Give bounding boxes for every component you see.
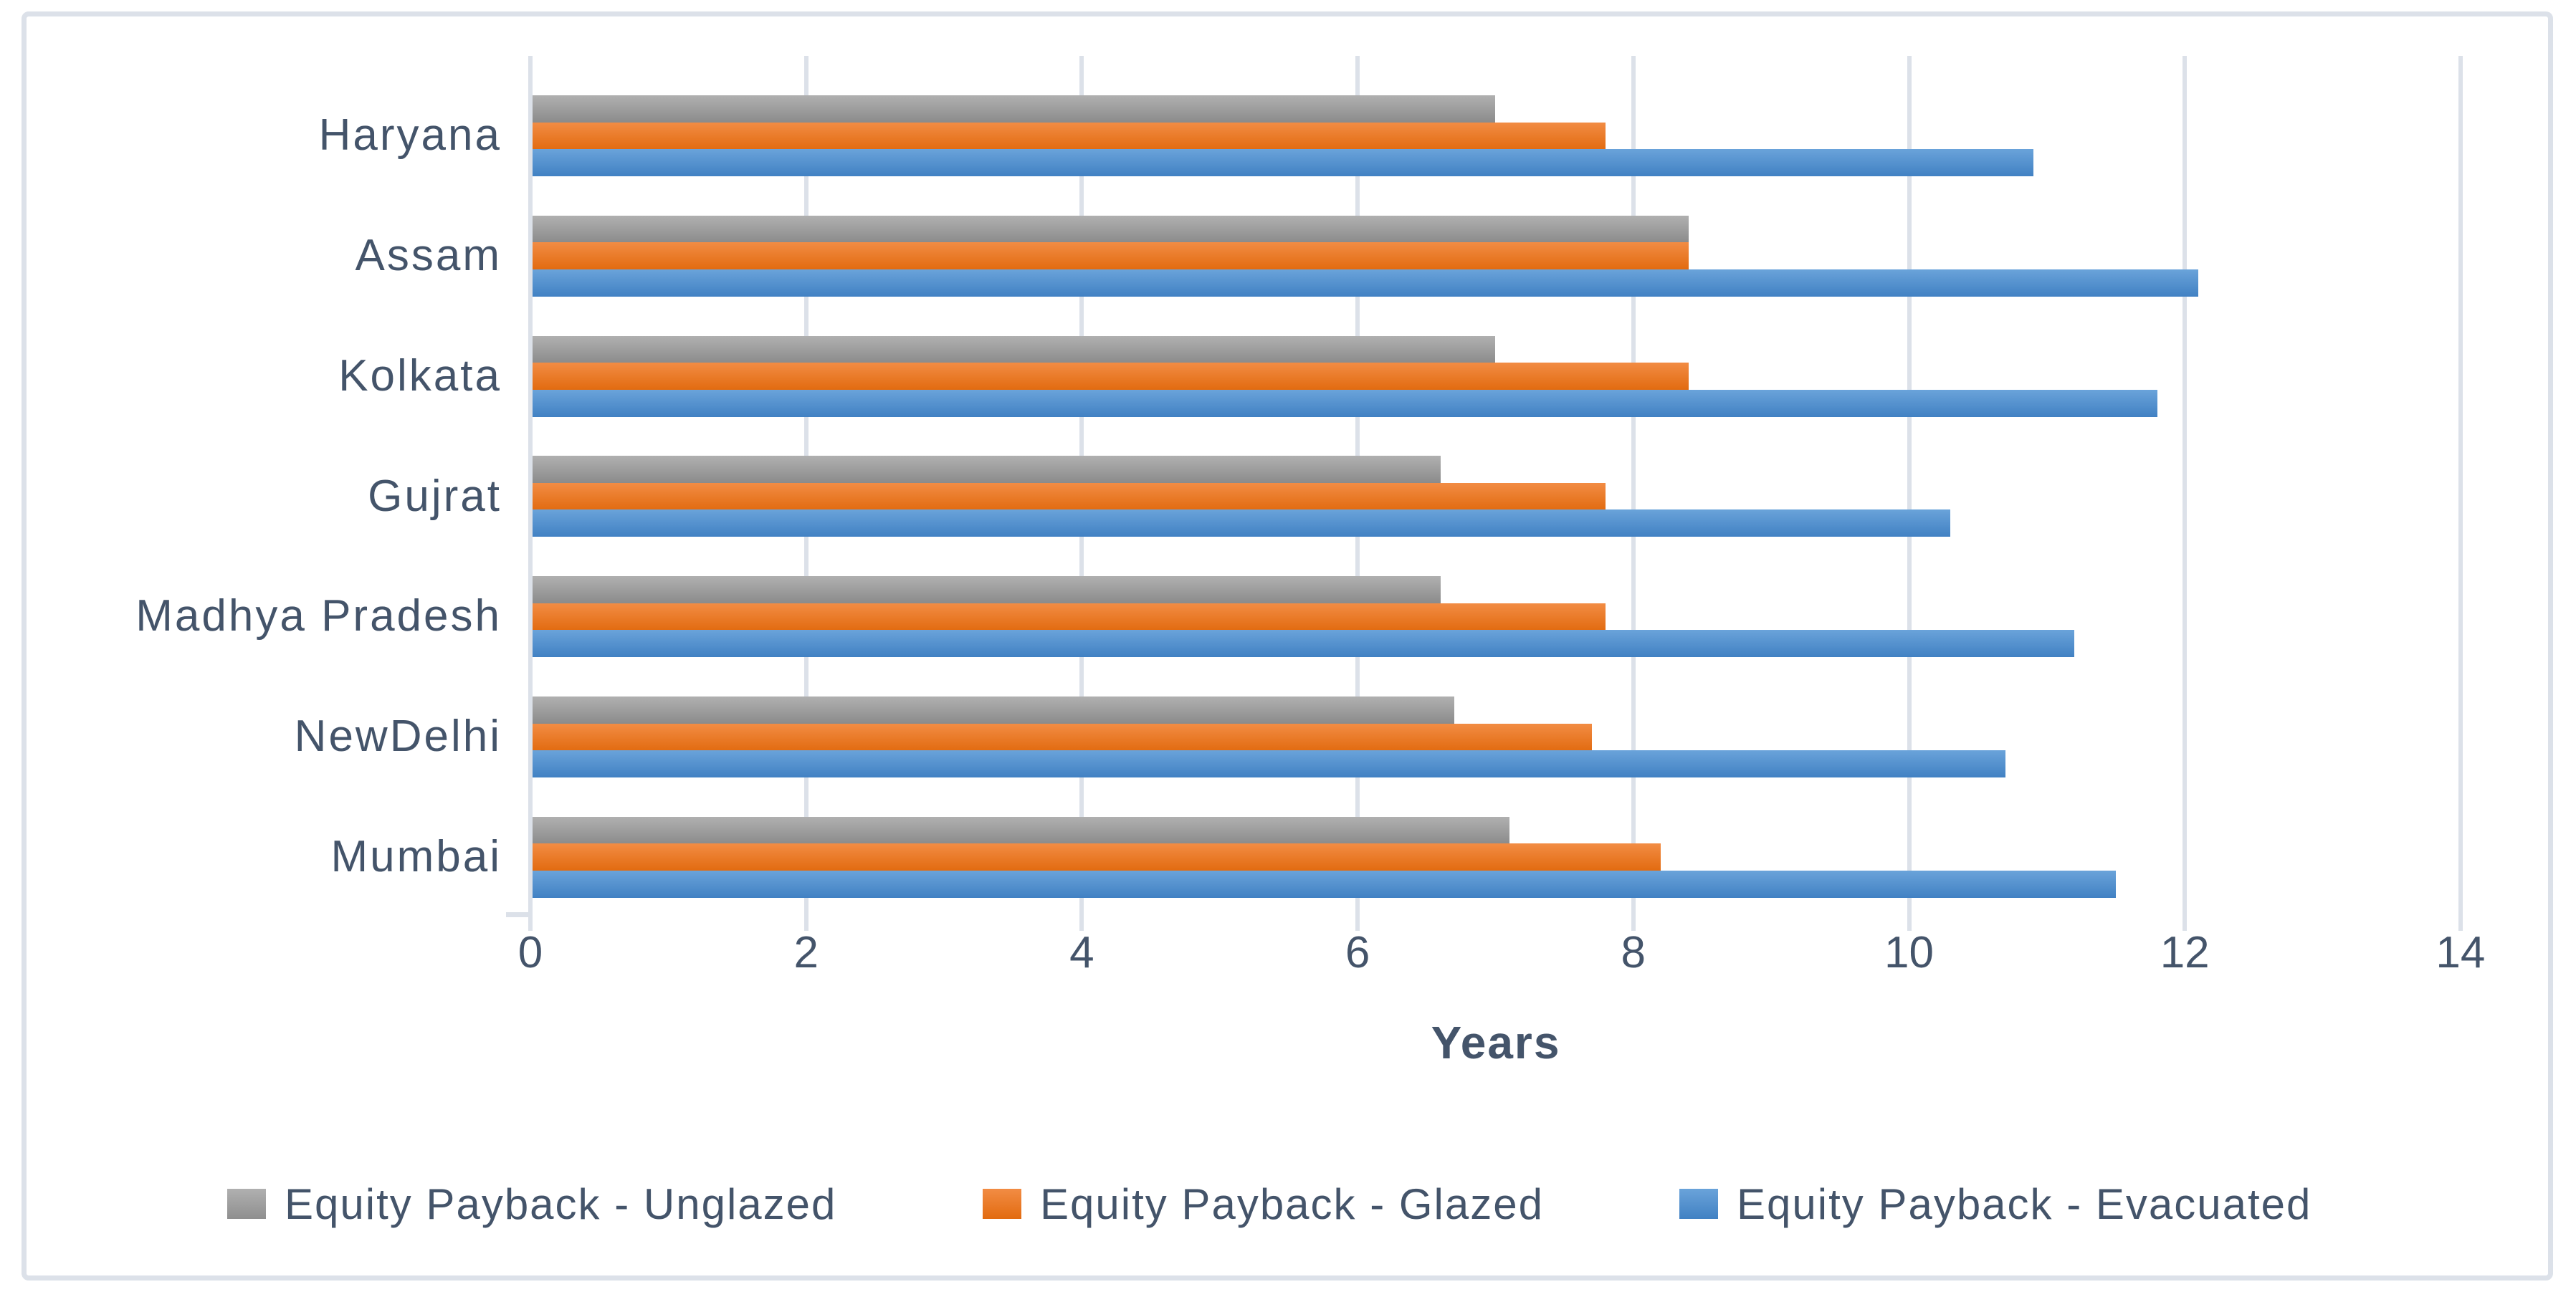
axis-tick bbox=[1631, 915, 1636, 931]
x-tick-label: 12 bbox=[2160, 928, 2210, 977]
legend-label: Equity Payback - Glazed bbox=[1040, 1179, 1544, 1228]
legend-label: Equity Payback - Unglazed bbox=[285, 1179, 837, 1228]
x-tick-label: 2 bbox=[793, 928, 819, 977]
category-label: Assam bbox=[355, 231, 502, 280]
bar-equity-payback-evacuated bbox=[533, 269, 2198, 297]
legend-item: Equity Payback - Unglazed bbox=[227, 1180, 836, 1228]
axis-tick bbox=[1907, 915, 1912, 931]
bar-equity-payback-unglazed bbox=[533, 216, 1689, 243]
bar-equity-payback-evacuated bbox=[533, 390, 2157, 417]
x-axis-title: Years bbox=[1431, 1017, 1561, 1068]
bar-equity-payback-glazed bbox=[533, 363, 1689, 390]
bar-equity-payback-evacuated bbox=[533, 149, 2033, 176]
legend-swatch bbox=[983, 1189, 1021, 1219]
gridline bbox=[2458, 56, 2463, 915]
legend-label: Equity Payback - Evacuated bbox=[1737, 1179, 2312, 1228]
axis-tick bbox=[2458, 915, 2463, 931]
x-tick-label: 8 bbox=[1621, 928, 1646, 977]
bar-equity-payback-evacuated bbox=[533, 750, 2005, 777]
bar-equity-payback-glazed bbox=[533, 843, 1661, 871]
bar-equity-payback-evacuated bbox=[533, 630, 2074, 657]
bar-equity-payback-evacuated bbox=[533, 509, 1950, 537]
category-label: Madhya Pradesh bbox=[135, 591, 502, 641]
x-tick-label: 6 bbox=[1345, 928, 1370, 977]
category-label: Kolkata bbox=[338, 351, 502, 401]
axis-tick bbox=[803, 915, 808, 931]
bar-equity-payback-glazed bbox=[533, 724, 1592, 751]
x-tick-label: 10 bbox=[1884, 928, 1934, 977]
legend-swatch bbox=[227, 1189, 266, 1219]
axis-tick bbox=[528, 915, 533, 931]
bar-equity-payback-glazed bbox=[533, 123, 1606, 150]
gridline bbox=[1907, 56, 1912, 915]
x-tick-label: 14 bbox=[2436, 928, 2486, 977]
bar-equity-payback-unglazed bbox=[533, 576, 1441, 603]
x-tick-label: 4 bbox=[1069, 928, 1094, 977]
legend-swatch bbox=[1679, 1189, 1718, 1219]
bar-equity-payback-glazed bbox=[533, 242, 1689, 269]
bar-equity-payback-evacuated bbox=[533, 871, 2116, 898]
gridline bbox=[528, 56, 533, 915]
axis-tick bbox=[1355, 915, 1360, 931]
category-label: Mumbai bbox=[330, 832, 502, 881]
category-label: Haryana bbox=[318, 110, 502, 160]
bar-equity-payback-unglazed bbox=[533, 95, 1495, 123]
legend-item: Equity Payback - Glazed bbox=[983, 1180, 1544, 1228]
category-label: NewDelhi bbox=[294, 712, 502, 761]
axis-tick bbox=[2183, 915, 2188, 931]
category-label: Gujrat bbox=[368, 472, 502, 521]
axis-tick bbox=[1079, 915, 1084, 931]
bar-equity-payback-glazed bbox=[533, 483, 1606, 510]
bar-equity-payback-unglazed bbox=[533, 456, 1441, 483]
gridline bbox=[2183, 56, 2188, 915]
axis-corner-tick bbox=[506, 912, 530, 917]
bar-equity-payback-unglazed bbox=[533, 697, 1454, 724]
bar-equity-payback-unglazed bbox=[533, 336, 1495, 363]
bar-equity-payback-unglazed bbox=[533, 817, 1509, 844]
legend-item: Equity Payback - Evacuated bbox=[1679, 1180, 2312, 1228]
bar-equity-payback-glazed bbox=[533, 603, 1606, 631]
x-tick-label: 0 bbox=[517, 928, 543, 977]
gridline bbox=[1631, 56, 1636, 915]
